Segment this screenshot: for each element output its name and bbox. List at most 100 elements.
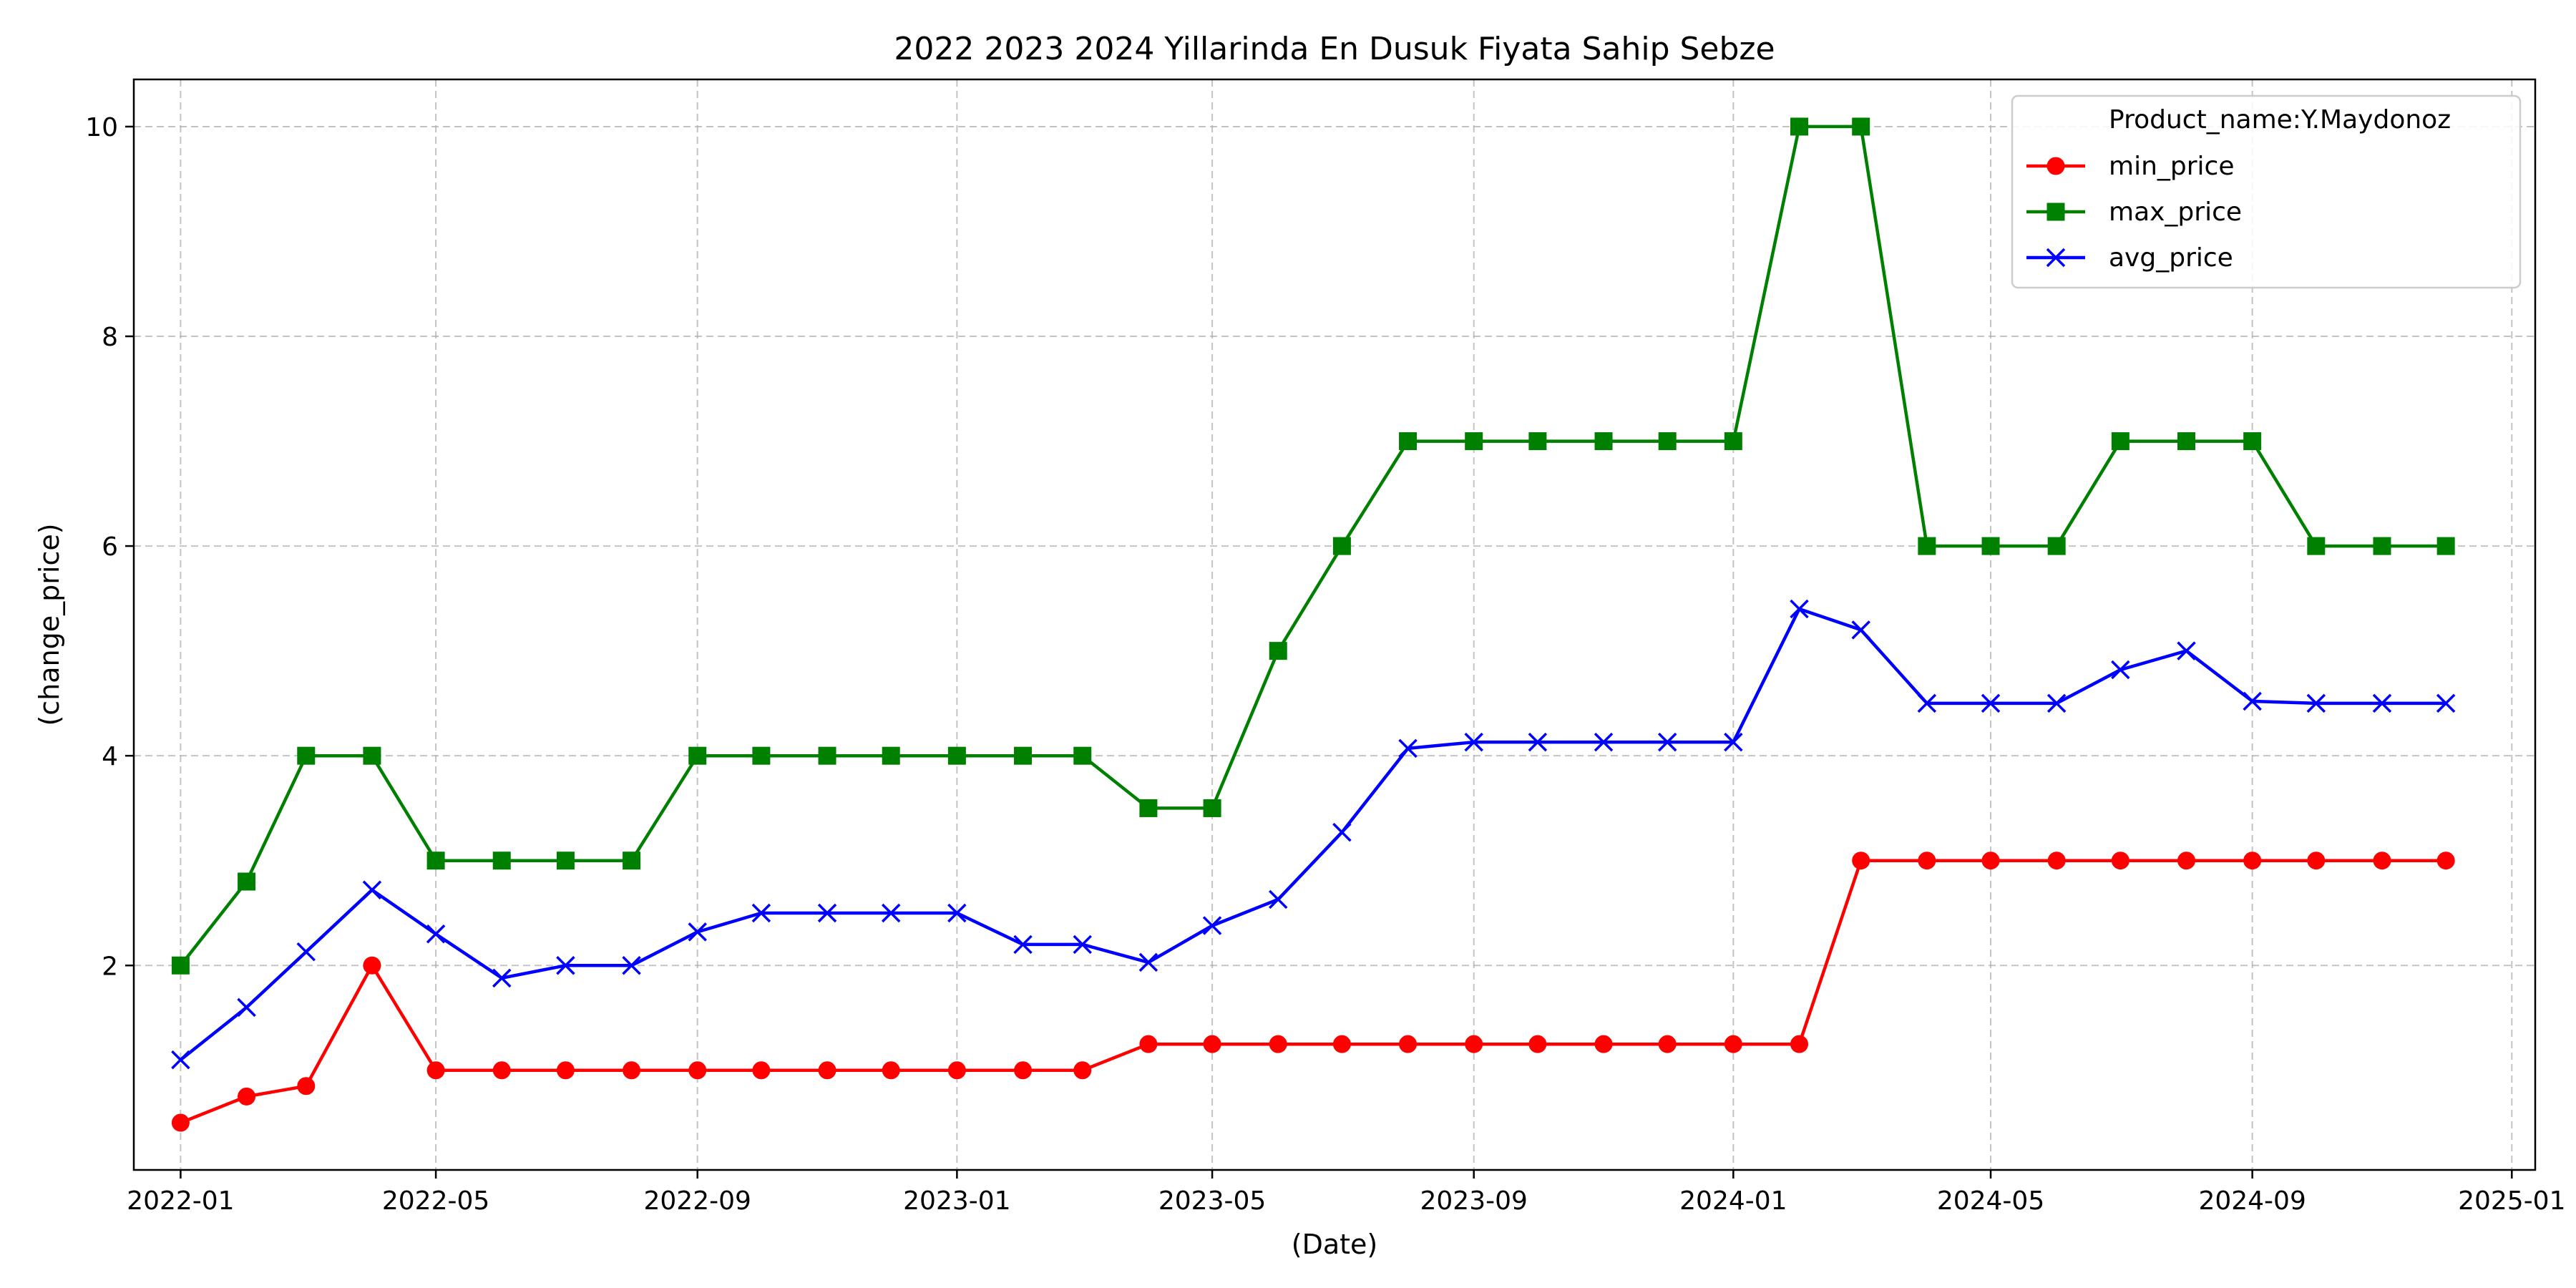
legend-swatch-marker [2046,203,2065,221]
data-point-max_price [688,746,707,765]
data-point-avg_price [1073,935,1092,955]
data-point-max_price [1073,746,1092,765]
data-point-min_price [1269,1035,1287,1053]
data-point-min_price [2177,852,2196,870]
data-point-min_price [1073,1061,1092,1080]
series-max_price [171,117,2455,975]
data-point-avg_price [1398,738,1418,758]
y-tick-label: 8 [102,323,118,352]
data-point-min_price [1139,1035,1158,1053]
data-point-avg_price [1917,693,1937,713]
data-point-min_price [947,1061,966,1080]
data-point-max_price [2373,537,2391,555]
data-point-avg_price [1268,889,1288,909]
data-point-max_price [1203,799,1221,817]
data-point-max_price [2177,432,2196,451]
data-point-min_price [2307,852,2326,870]
data-point-max_price [297,746,316,765]
legend-title: Product_name:Y.Maydonoz [2109,105,2451,135]
data-point-min_price [238,1087,256,1106]
data-point-min_price [297,1077,316,1096]
data-point-min_price [363,956,381,975]
data-point-avg_price [1528,732,1548,752]
data-point-max_price [363,746,381,765]
data-point-avg_price [881,903,901,923]
data-point-max_price [2243,432,2262,451]
data-point-max_price [882,746,900,765]
data-point-min_price [1918,852,1936,870]
plot-area-frame [132,78,2537,1171]
data-point-avg_price [1724,732,1743,752]
y-tick-label: 10 [85,113,118,142]
data-point-avg_price [1013,935,1033,955]
legend-swatch-marker [2046,157,2065,175]
data-point-avg_price [492,968,512,988]
x-tick-label: 2024-05 [1937,1186,2044,1216]
legend-entry-max_price: max_price [2026,197,2242,227]
data-point-min_price [2111,852,2129,870]
data-point-avg_price [1981,693,2001,713]
data-point-avg_price [622,956,641,975]
y-tick-label: 6 [102,532,118,562]
data-point-avg_price [1202,916,1222,935]
data-point-avg_price [2306,693,2326,713]
series-layer [171,117,2456,1132]
data-point-avg_price [1594,732,1614,752]
data-point-max_price [1981,537,2000,555]
data-point-avg_price [426,924,446,944]
data-point-max_price [1399,432,1418,451]
grid [134,79,2535,1170]
x-tick-label: 2024-09 [2198,1186,2306,1216]
data-point-max_price [1332,537,1351,555]
y-axis-label: (change_price) [34,523,65,726]
data-point-min_price [426,1061,445,1080]
data-point-avg_price [2177,641,2196,660]
data-point-min_price [882,1061,900,1080]
data-point-avg_price [1464,732,1483,752]
data-point-min_price [1724,1035,1742,1053]
data-point-avg_price [1790,599,1809,619]
data-point-min_price [2243,852,2262,870]
data-point-max_price [1528,432,1547,451]
data-point-min_price [623,1061,641,1080]
data-point-min_price [556,1061,575,1080]
data-point-max_price [1918,537,1936,555]
series-line-min_price [180,859,2446,1125]
data-point-avg_price [2436,693,2456,713]
legend-entry-avg_price: avg_price [2026,243,2233,273]
x-tick-label: 2023-05 [1158,1186,1266,1216]
x-tick-label: 2024-01 [1679,1186,1787,1216]
data-point-min_price [1399,1035,1418,1053]
data-point-avg_price [2372,693,2392,713]
series-avg_price [171,599,2456,1070]
y-tick-label: 4 [102,742,118,771]
data-point-avg_price [362,880,382,899]
data-point-avg_price [2111,660,2130,680]
data-point-min_price [1332,1035,1351,1053]
data-point-max_price [2111,432,2129,451]
data-point-min_price [1014,1061,1033,1080]
data-point-min_price [1203,1035,1221,1053]
series-line-max_price [179,125,2446,967]
data-point-max_price [818,746,836,765]
data-point-min_price [2436,852,2455,870]
data-point-min_price [1790,1035,1809,1053]
x-tick-label: 2025-01 [2458,1186,2565,1216]
data-point-avg_price [2243,691,2262,711]
data-point-min_price [752,1061,771,1080]
data-point-min_price [171,1113,190,1132]
data-point-max_price [2307,537,2326,555]
legend-label: min_price [2109,152,2234,181]
data-point-max_price [1139,799,1158,817]
data-point-max_price [1790,117,1809,136]
data-point-max_price [556,852,575,870]
data-point-max_price [1014,746,1033,765]
data-point-avg_price [688,922,707,942]
data-point-min_price [492,1061,511,1080]
data-point-max_price [238,872,256,891]
data-point-min_price [2373,852,2391,870]
data-point-avg_price [751,903,771,923]
x-tick-label: 2023-01 [903,1186,1010,1216]
data-point-max_price [2047,537,2066,555]
data-point-min_price [1852,852,1870,870]
